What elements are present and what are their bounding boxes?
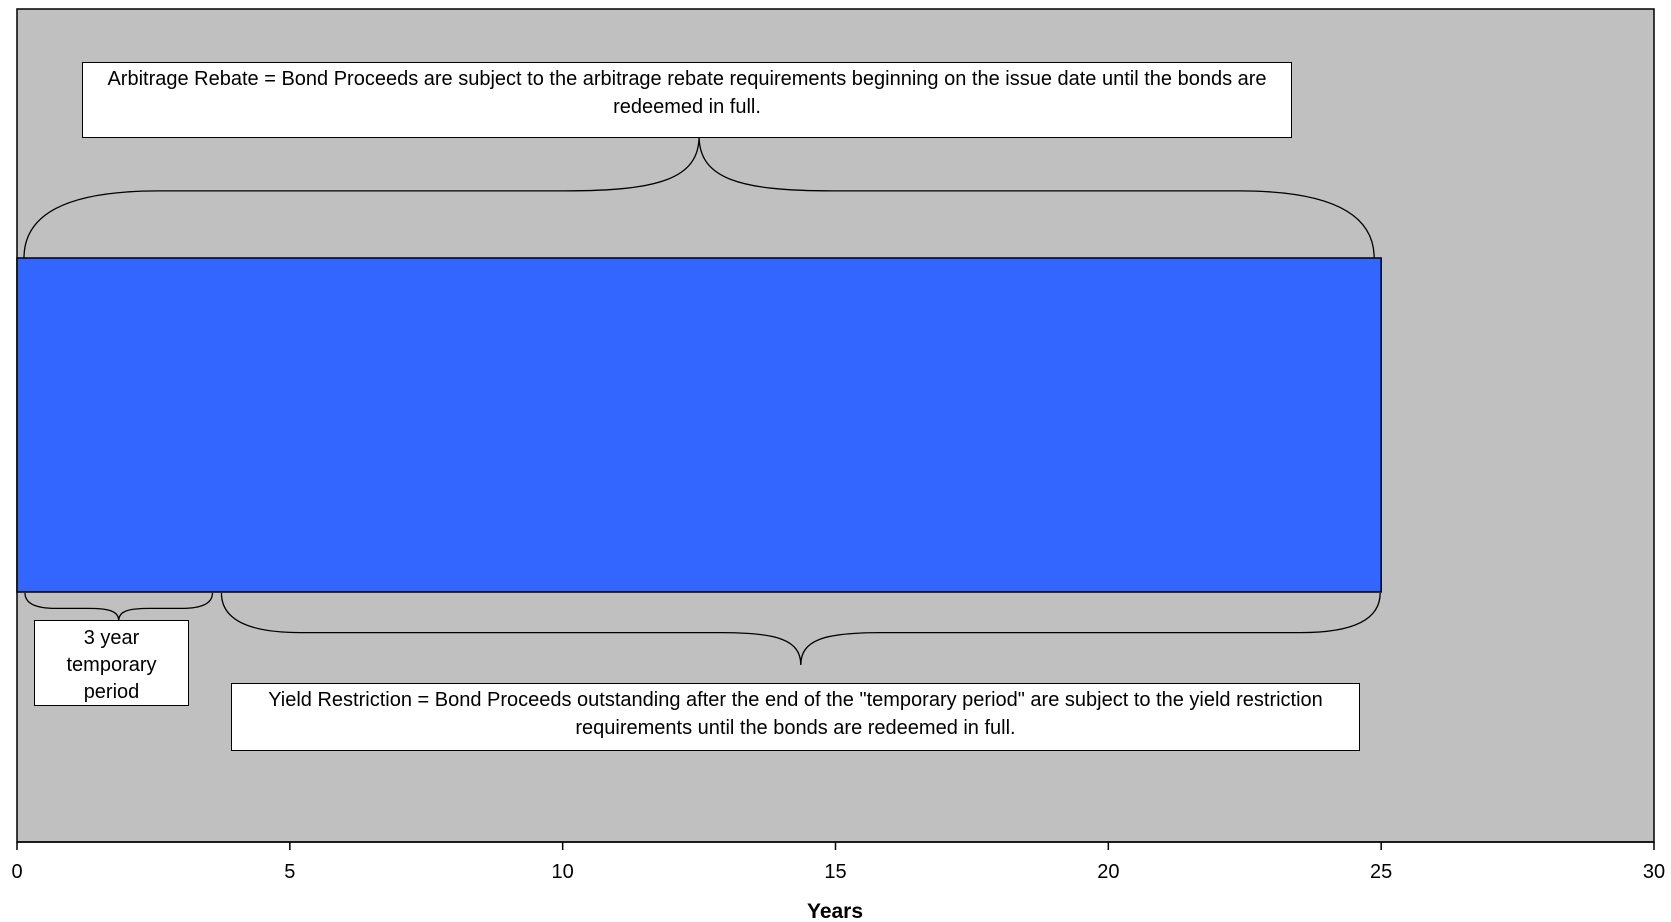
x-tick-label-25: 25 — [1370, 861, 1392, 883]
x-axis-title: Years — [807, 900, 863, 922]
x-tick-label-10: 10 — [552, 861, 574, 883]
x-tick-label-0: 0 — [11, 861, 22, 883]
x-tick-label-15: 15 — [824, 861, 846, 883]
brace-2 — [220, 592, 1381, 666]
temporary-period-annotation: 3 year temporary period — [34, 620, 189, 706]
x-tick-label-5: 5 — [284, 861, 295, 883]
arbitrage-rebate-annotation: Arbitrage Rebate = Bond Proceeds are sub… — [82, 62, 1292, 138]
x-tick-label-30: 30 — [1643, 861, 1665, 883]
yield-restriction-annotation: Yield Restriction = Bond Proceeds outsta… — [231, 683, 1360, 751]
x-tick-label-20: 20 — [1097, 861, 1119, 883]
bar-0 — [16, 257, 1382, 593]
